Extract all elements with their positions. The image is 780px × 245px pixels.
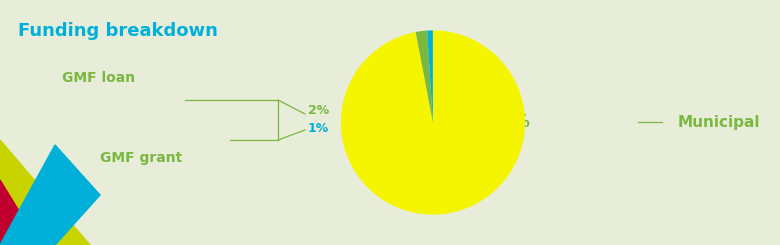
Text: Funding breakdown: Funding breakdown [18,22,218,40]
Polygon shape [0,140,90,245]
Wedge shape [341,30,525,215]
Wedge shape [416,31,433,122]
Text: GMF grant: GMF grant [100,151,183,165]
Text: 1%: 1% [308,122,329,135]
Polygon shape [0,180,40,245]
Polygon shape [0,145,100,245]
Text: Municipal: Municipal [678,114,760,130]
Text: GMF loan: GMF loan [62,71,135,85]
Text: 97%: 97% [490,113,530,131]
Wedge shape [427,30,433,122]
Text: 2%: 2% [308,103,329,117]
